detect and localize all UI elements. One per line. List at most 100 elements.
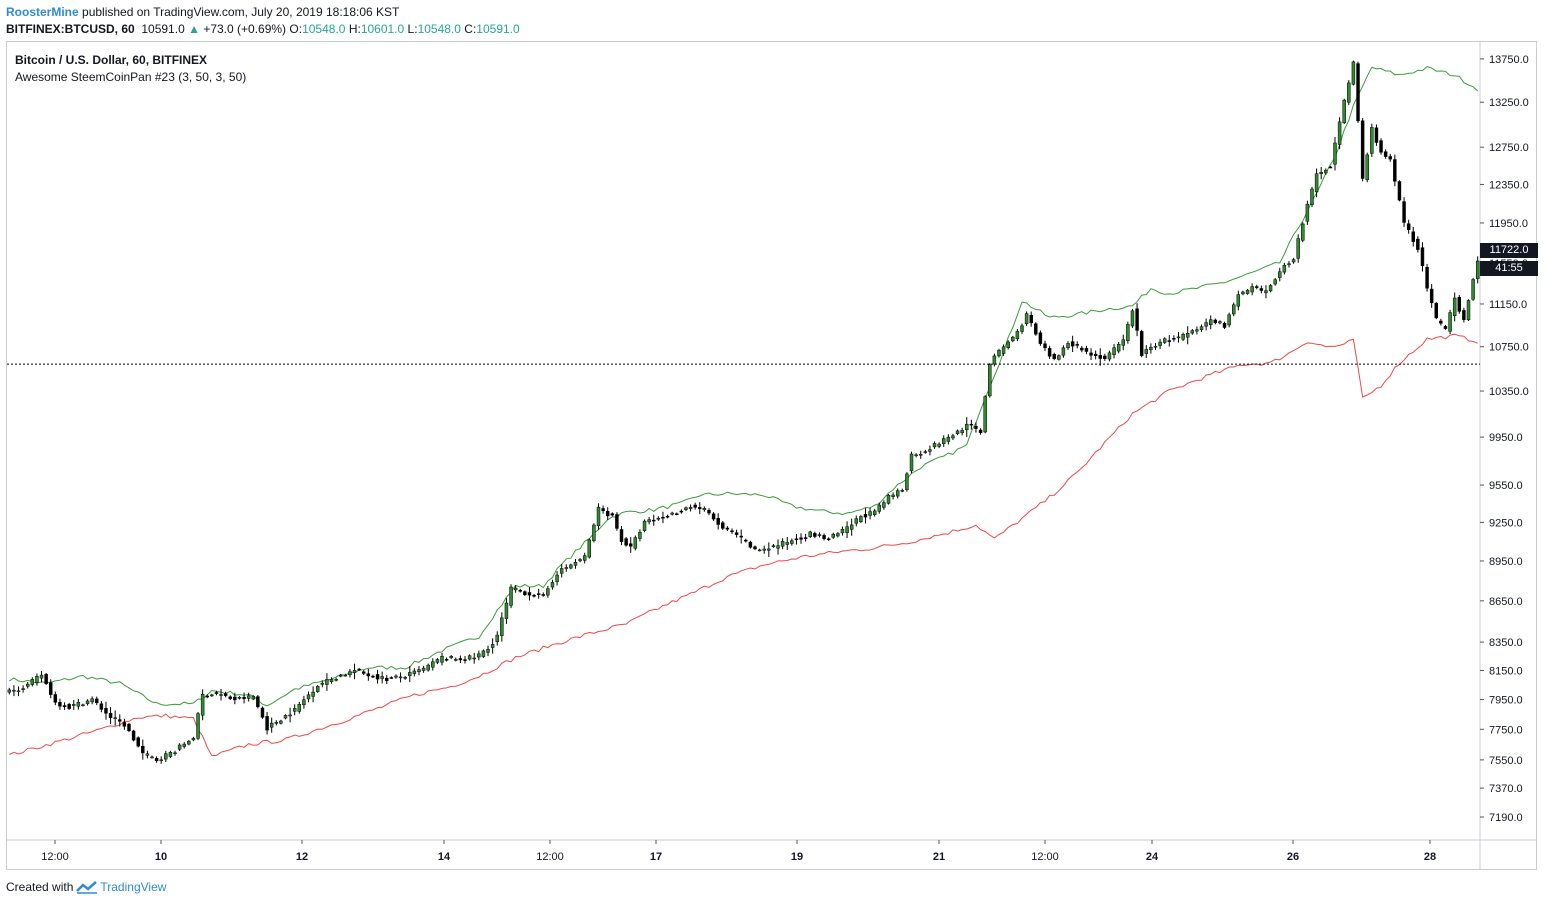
candle-body[interactable] [1089, 352, 1093, 356]
candle-body[interactable] [435, 659, 440, 663]
candle-body[interactable] [200, 694, 205, 716]
candle-body[interactable] [1314, 173, 1319, 193]
candle-body[interactable] [532, 595, 536, 597]
candle-body[interactable] [965, 423, 969, 431]
candle-body[interactable] [1208, 319, 1213, 326]
candle-body[interactable] [150, 756, 154, 759]
candle-body[interactable] [1397, 181, 1402, 201]
candle-body[interactable] [707, 509, 711, 514]
candle-body[interactable] [237, 697, 242, 699]
candle-body[interactable] [638, 531, 642, 539]
candle-body[interactable] [472, 657, 476, 660]
candle-body[interactable] [997, 350, 1001, 357]
candle-body[interactable] [1411, 231, 1415, 242]
candle-body[interactable] [1457, 296, 1462, 312]
candle-body[interactable] [30, 678, 35, 685]
candle-body[interactable] [191, 737, 196, 741]
candle-body[interactable] [868, 511, 872, 516]
candle-body[interactable] [1130, 310, 1135, 327]
candle-body[interactable] [661, 516, 665, 519]
candle-body[interactable] [325, 679, 329, 685]
candle-body[interactable] [836, 533, 840, 537]
candle-body[interactable] [463, 659, 467, 661]
candle-body[interactable] [375, 674, 380, 680]
candle-body[interactable] [1006, 341, 1010, 348]
candle-body[interactable] [1420, 247, 1425, 267]
candle-body[interactable] [1448, 312, 1452, 332]
candle-body[interactable] [35, 676, 39, 683]
candle-body[interactable] [822, 535, 826, 539]
candle-body[interactable] [196, 713, 200, 739]
candle-body[interactable] [1103, 355, 1107, 359]
candle-body[interactable] [67, 703, 71, 709]
candle-body[interactable] [762, 548, 766, 551]
candle-body[interactable] [716, 517, 720, 525]
candle-body[interactable] [1038, 332, 1043, 344]
candle-body[interactable] [1328, 166, 1333, 169]
candle-body[interactable] [1098, 355, 1102, 359]
candle-body[interactable] [679, 510, 684, 513]
candle-body[interactable] [536, 593, 541, 595]
candle-body[interactable] [104, 707, 108, 714]
candle-body[interactable] [1149, 346, 1153, 351]
candle-body[interactable] [1218, 321, 1222, 324]
candle-body[interactable] [1287, 263, 1291, 266]
candle-body[interactable] [688, 506, 693, 510]
candle-body[interactable] [1001, 346, 1006, 354]
candle-body[interactable] [444, 659, 449, 661]
candle-body[interactable] [343, 674, 348, 677]
candle-body[interactable] [840, 529, 845, 534]
candle-body[interactable] [1070, 341, 1075, 347]
candle-body[interactable] [665, 515, 670, 518]
candle-body[interactable] [1475, 260, 1480, 279]
candle-body[interactable] [297, 704, 302, 712]
candle-body[interactable] [928, 449, 932, 452]
candle-body[interactable] [320, 682, 325, 685]
candle-body[interactable] [72, 704, 76, 706]
candle-body[interactable] [527, 592, 532, 596]
candle-body[interactable] [1052, 354, 1056, 359]
candle-body[interactable] [550, 582, 555, 588]
candle-body[interactable] [615, 514, 619, 529]
candle-body[interactable] [1273, 279, 1277, 285]
candle-body[interactable] [578, 559, 582, 562]
candle-body[interactable] [905, 473, 909, 490]
candle-body[interactable] [168, 752, 173, 757]
candle-body[interactable] [490, 644, 495, 648]
candle-body[interactable] [154, 758, 159, 762]
candle-body[interactable] [122, 722, 127, 727]
candle-body[interactable] [573, 562, 578, 566]
candle-body[interactable] [25, 683, 30, 687]
candle-body[interactable] [513, 587, 518, 591]
candle-body[interactable] [504, 602, 509, 619]
candle-body[interactable] [113, 717, 117, 719]
candle-body[interactable] [983, 396, 987, 433]
candle-body[interactable] [803, 537, 808, 539]
candle-body[interactable] [1282, 264, 1287, 273]
candle-body[interactable] [647, 519, 651, 523]
candle-body[interactable] [449, 656, 453, 659]
candle-body[interactable] [1153, 346, 1158, 348]
candle-body[interactable] [205, 695, 209, 698]
candle-body[interactable] [564, 567, 569, 569]
candle-body[interactable] [1342, 99, 1346, 124]
candle-body[interactable] [500, 617, 504, 636]
candle-body[interactable] [1255, 286, 1259, 288]
candle-body[interactable] [131, 730, 136, 741]
candle-body[interactable] [1301, 223, 1305, 241]
candle-body[interactable] [642, 520, 647, 531]
candle-body[interactable] [348, 671, 352, 676]
candle-body[interactable] [1259, 288, 1264, 291]
candle-body[interactable] [288, 714, 292, 717]
candle-body[interactable] [398, 676, 403, 679]
candle-body[interactable] [730, 530, 734, 533]
candle-body[interactable] [260, 707, 265, 718]
candle-body[interactable] [1135, 308, 1139, 331]
candle-body[interactable] [371, 675, 375, 678]
candle-body[interactable] [329, 679, 334, 682]
candle-body[interactable] [7, 689, 12, 693]
candle-body[interactable] [969, 423, 974, 426]
candle-body[interactable] [223, 693, 228, 696]
candle-body[interactable] [1066, 343, 1070, 348]
candle-body[interactable] [978, 429, 983, 434]
